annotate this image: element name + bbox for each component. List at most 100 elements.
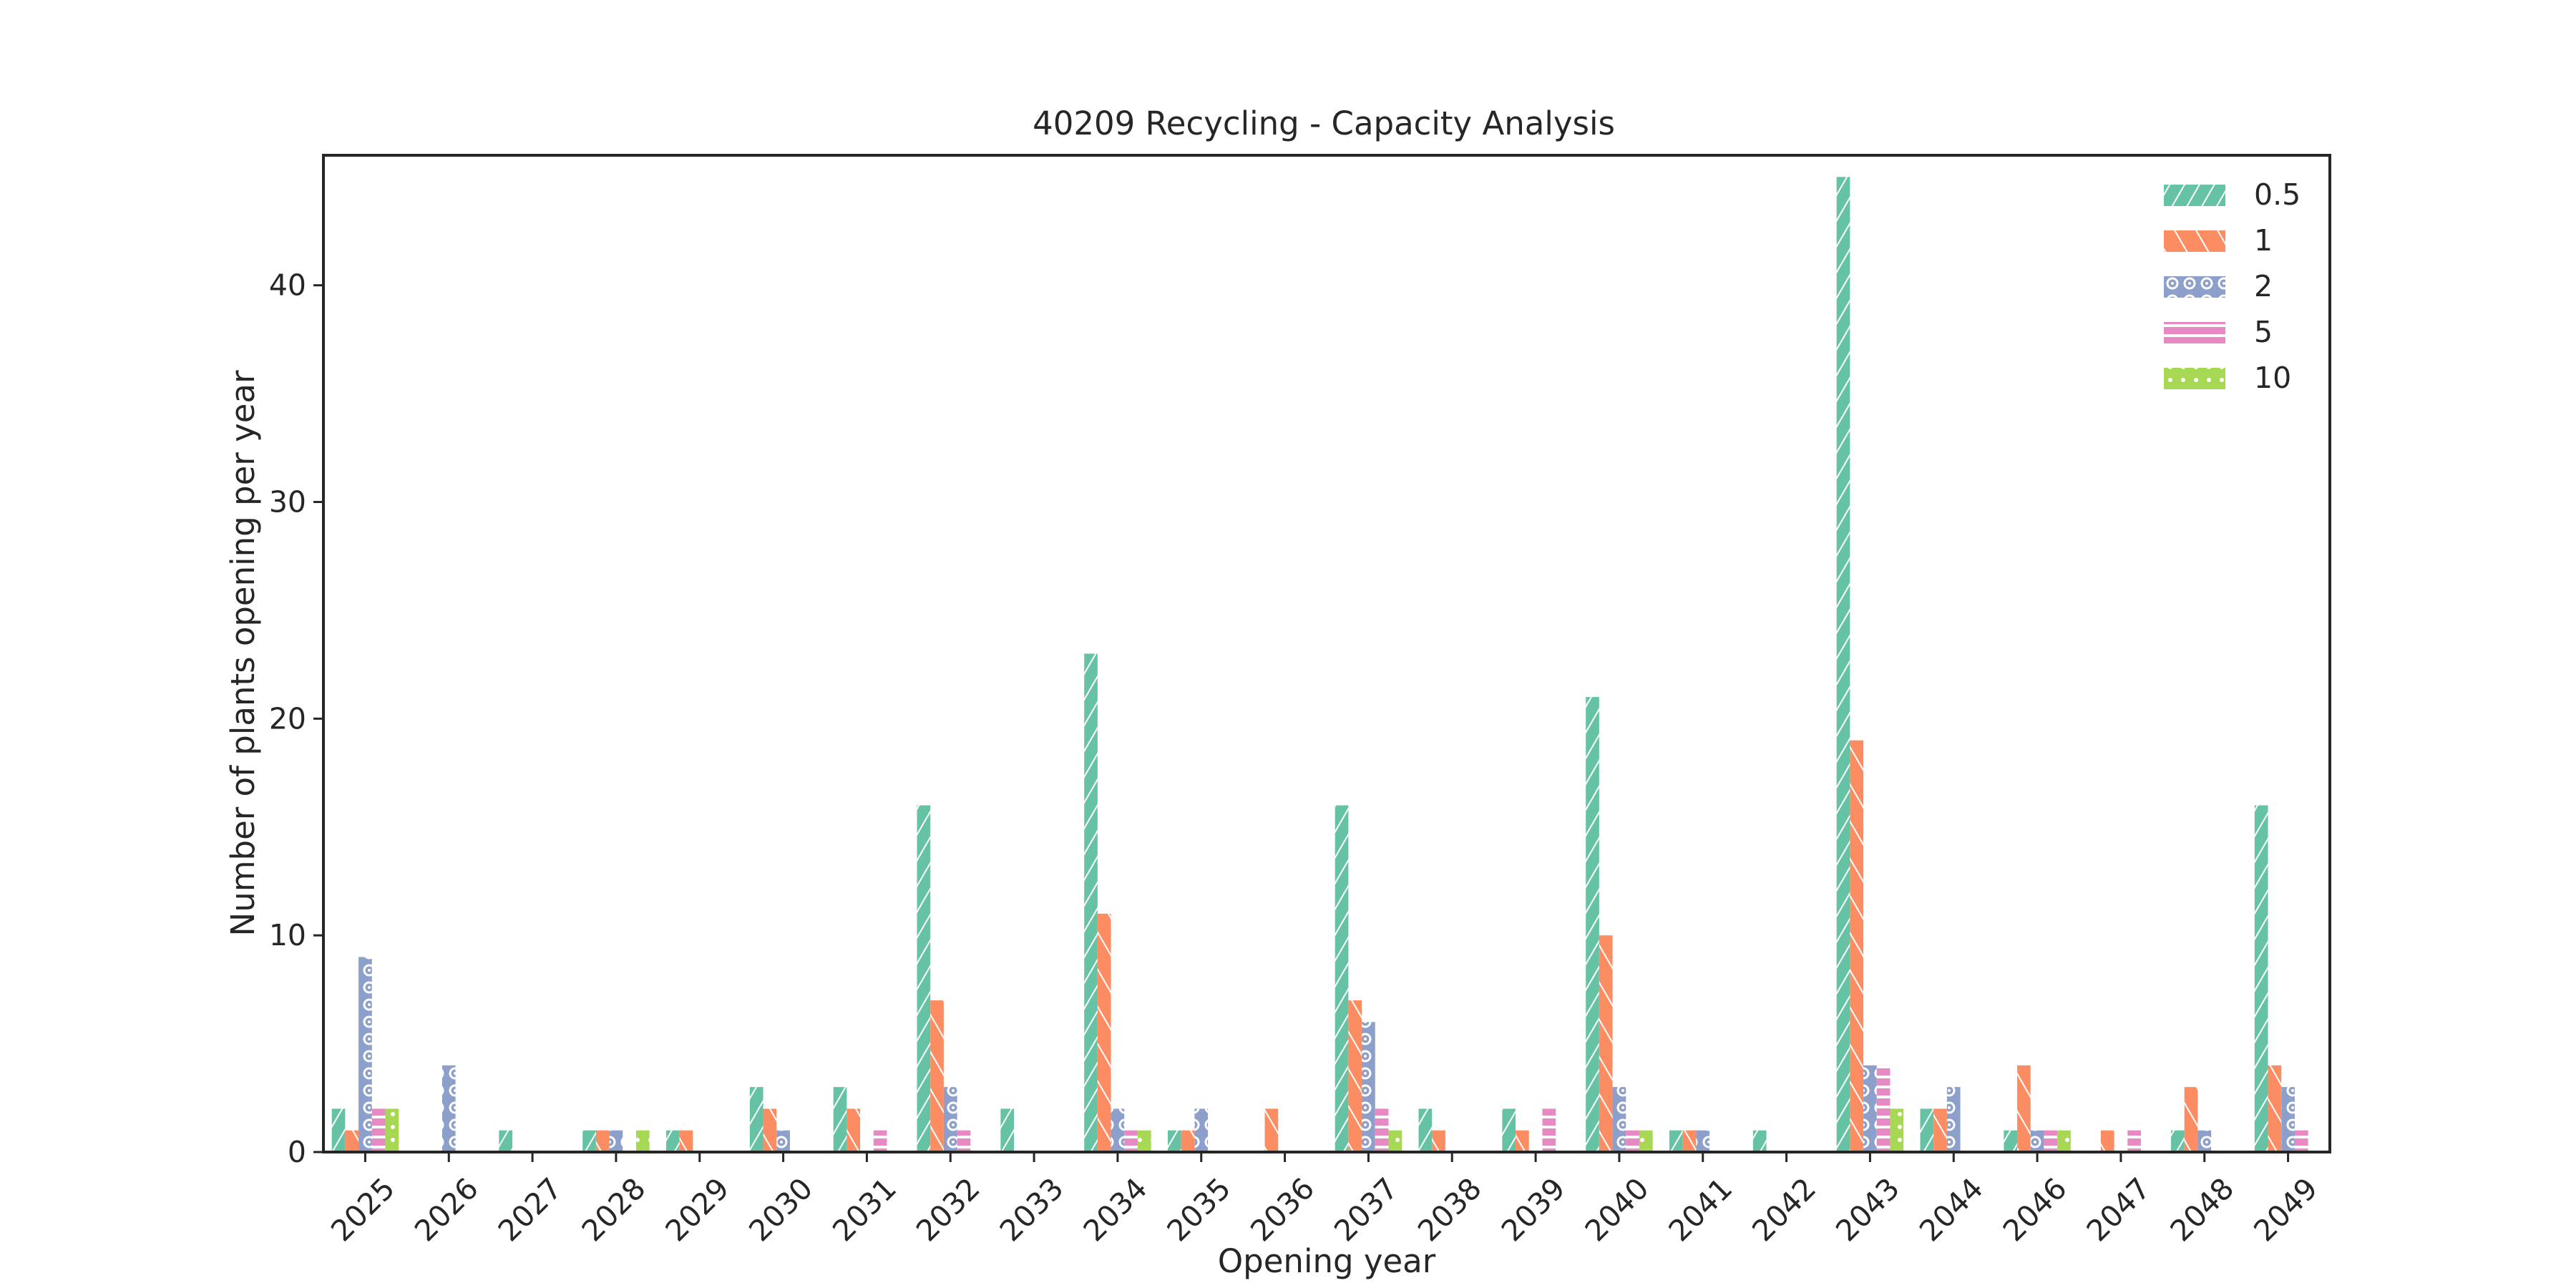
x-tick-label: 2025	[324, 1171, 401, 1249]
bar-2034-series-5	[1124, 1130, 1138, 1152]
bar-2035-series-1	[1181, 1130, 1195, 1152]
legend-swatch-0.5	[2164, 185, 2225, 206]
bar-2031-series-1	[847, 1108, 861, 1152]
x-axis-label: Opening year	[1218, 1242, 1436, 1280]
bar-2042-series-0.5	[1752, 1130, 1767, 1152]
bar-2032-series-2	[943, 1087, 957, 1152]
bar-2035-series-2	[1194, 1108, 1209, 1152]
x-tick-label: 2026	[408, 1171, 485, 1249]
bar-2049-series-5	[2294, 1130, 2308, 1152]
y-axis-label: Number of plants opening per year	[224, 370, 262, 936]
bar-2030-series-2	[776, 1130, 790, 1152]
bar-2035-series-0.5	[1168, 1130, 1181, 1152]
legend-label-10: 10	[2254, 361, 2291, 395]
bar-2036-series-1	[1264, 1108, 1279, 1152]
x-tick-label: 2044	[1913, 1171, 1990, 1249]
bar-2046-series-2	[2030, 1130, 2044, 1152]
bar-2040-series-1	[1599, 935, 1613, 1152]
x-tick-label: 2047	[2080, 1171, 2157, 1249]
bar-2046-series-0.5	[2004, 1130, 2018, 1152]
x-tick-label: 2043	[1829, 1171, 1906, 1249]
legend-swatch-5	[2164, 322, 2225, 343]
bar-2028-series-1	[595, 1130, 610, 1152]
bar-2031-series-5	[873, 1130, 887, 1152]
bar-2040-series-10	[1639, 1130, 1653, 1152]
bar-2037-series-2	[1362, 1022, 1375, 1152]
y-tick-label: 30	[269, 485, 306, 519]
bar-2029-series-1	[679, 1130, 693, 1152]
bar-2034-series-0.5	[1084, 653, 1098, 1152]
bar-2032-series-0.5	[917, 805, 931, 1152]
bar-2027-series-0.5	[499, 1130, 513, 1152]
bar-2029-series-0.5	[666, 1130, 680, 1152]
bar-2039-series-1	[1516, 1130, 1529, 1152]
x-tick-label: 2030	[742, 1171, 819, 1249]
bar-2034-series-10	[1137, 1130, 1151, 1152]
bar-2037-series-1	[1348, 1000, 1362, 1152]
bar-2030-series-1	[763, 1108, 777, 1152]
x-tick-label: 2039	[1495, 1171, 1572, 1249]
bar-2031-series-0.5	[833, 1087, 847, 1152]
bar-2037-series-10	[1388, 1130, 1402, 1152]
bar-2046-series-5	[2044, 1130, 2058, 1152]
bar-2034-series-2	[1111, 1108, 1125, 1152]
bar-2040-series-2	[1612, 1087, 1626, 1152]
legend-swatch-2	[2164, 276, 2225, 298]
bar-2043-series-0.5	[1836, 177, 1850, 1152]
bar-2043-series-5	[1876, 1065, 1890, 1152]
bar-2032-series-5	[957, 1130, 971, 1152]
bar-2041-series-2	[1696, 1130, 1710, 1152]
bar-2028-series-0.5	[582, 1130, 596, 1152]
x-axis: 2025 2026 2027 2028 2029 2030 2031 2032 2033 2034…	[324, 1152, 2324, 1248]
bar-2038-series-0.5	[1418, 1108, 1433, 1152]
bar-2043-series-2	[1863, 1065, 1877, 1152]
x-tick-label: 2027	[492, 1171, 569, 1249]
bar-2041-series-0.5	[1669, 1130, 1683, 1152]
bar-2049-series-2	[2281, 1087, 2295, 1152]
y-tick-label: 0	[288, 1135, 306, 1169]
y-axis: 0 10 20 30 40	[269, 268, 323, 1169]
bar-2043-series-1	[1850, 740, 1864, 1152]
bar-2038-series-1	[1432, 1130, 1445, 1152]
bar-2048-series-1	[2184, 1087, 2198, 1152]
bar-2048-series-0.5	[2171, 1130, 2185, 1152]
bar-2046-series-10	[2057, 1130, 2071, 1152]
legend-label-1: 1	[2254, 223, 2273, 258]
x-tick-label: 2033	[993, 1171, 1070, 1249]
bar-2037-series-5	[1375, 1108, 1389, 1152]
x-tick-label: 2038	[1411, 1171, 1488, 1249]
bar-2041-series-1	[1682, 1130, 1697, 1152]
plot-frame	[322, 154, 2331, 1153]
bars-group	[331, 177, 2308, 1152]
bar-2028-series-10	[635, 1130, 650, 1152]
x-tick-label: 2037	[1327, 1171, 1405, 1249]
x-tick-label: 2035	[1161, 1171, 1238, 1249]
x-tick-label: 2041	[1662, 1171, 1740, 1249]
legend-label-2: 2	[2254, 269, 2273, 303]
bar-2025-series-1	[345, 1130, 359, 1152]
bar-2028-series-2	[609, 1130, 623, 1152]
bar-2044-series-1	[1933, 1108, 1947, 1152]
bar-2025-series-2	[358, 957, 372, 1152]
bar-2046-series-1	[2017, 1065, 2031, 1152]
bar-2037-series-0.5	[1335, 805, 1349, 1152]
bar-2040-series-0.5	[1586, 697, 1599, 1152]
bar-2047-series-1	[2100, 1130, 2114, 1152]
y-tick-label: 10	[269, 918, 306, 952]
legend-swatch-10	[2164, 368, 2225, 389]
bar-2039-series-0.5	[1502, 1108, 1516, 1152]
legend-label-0.5: 0.5	[2254, 177, 2301, 212]
bar-2043-series-10	[1890, 1108, 1904, 1152]
bar-2039-series-5	[1542, 1108, 1556, 1152]
x-tick-label: 2036	[1244, 1171, 1321, 1249]
bar-2025-series-5	[371, 1108, 386, 1152]
bar-2049-series-0.5	[2254, 805, 2268, 1152]
x-tick-label: 2034	[1077, 1171, 1154, 1249]
x-tick-label: 2032	[909, 1171, 987, 1249]
bar-2047-series-5	[2127, 1130, 2141, 1152]
bar-2048-series-2	[2197, 1130, 2212, 1152]
bar-2034-series-1	[1097, 913, 1111, 1152]
chart-title: 40209 Recycling - Capacity Analysis	[1033, 104, 1615, 142]
legend-label-5: 5	[2254, 315, 2273, 349]
